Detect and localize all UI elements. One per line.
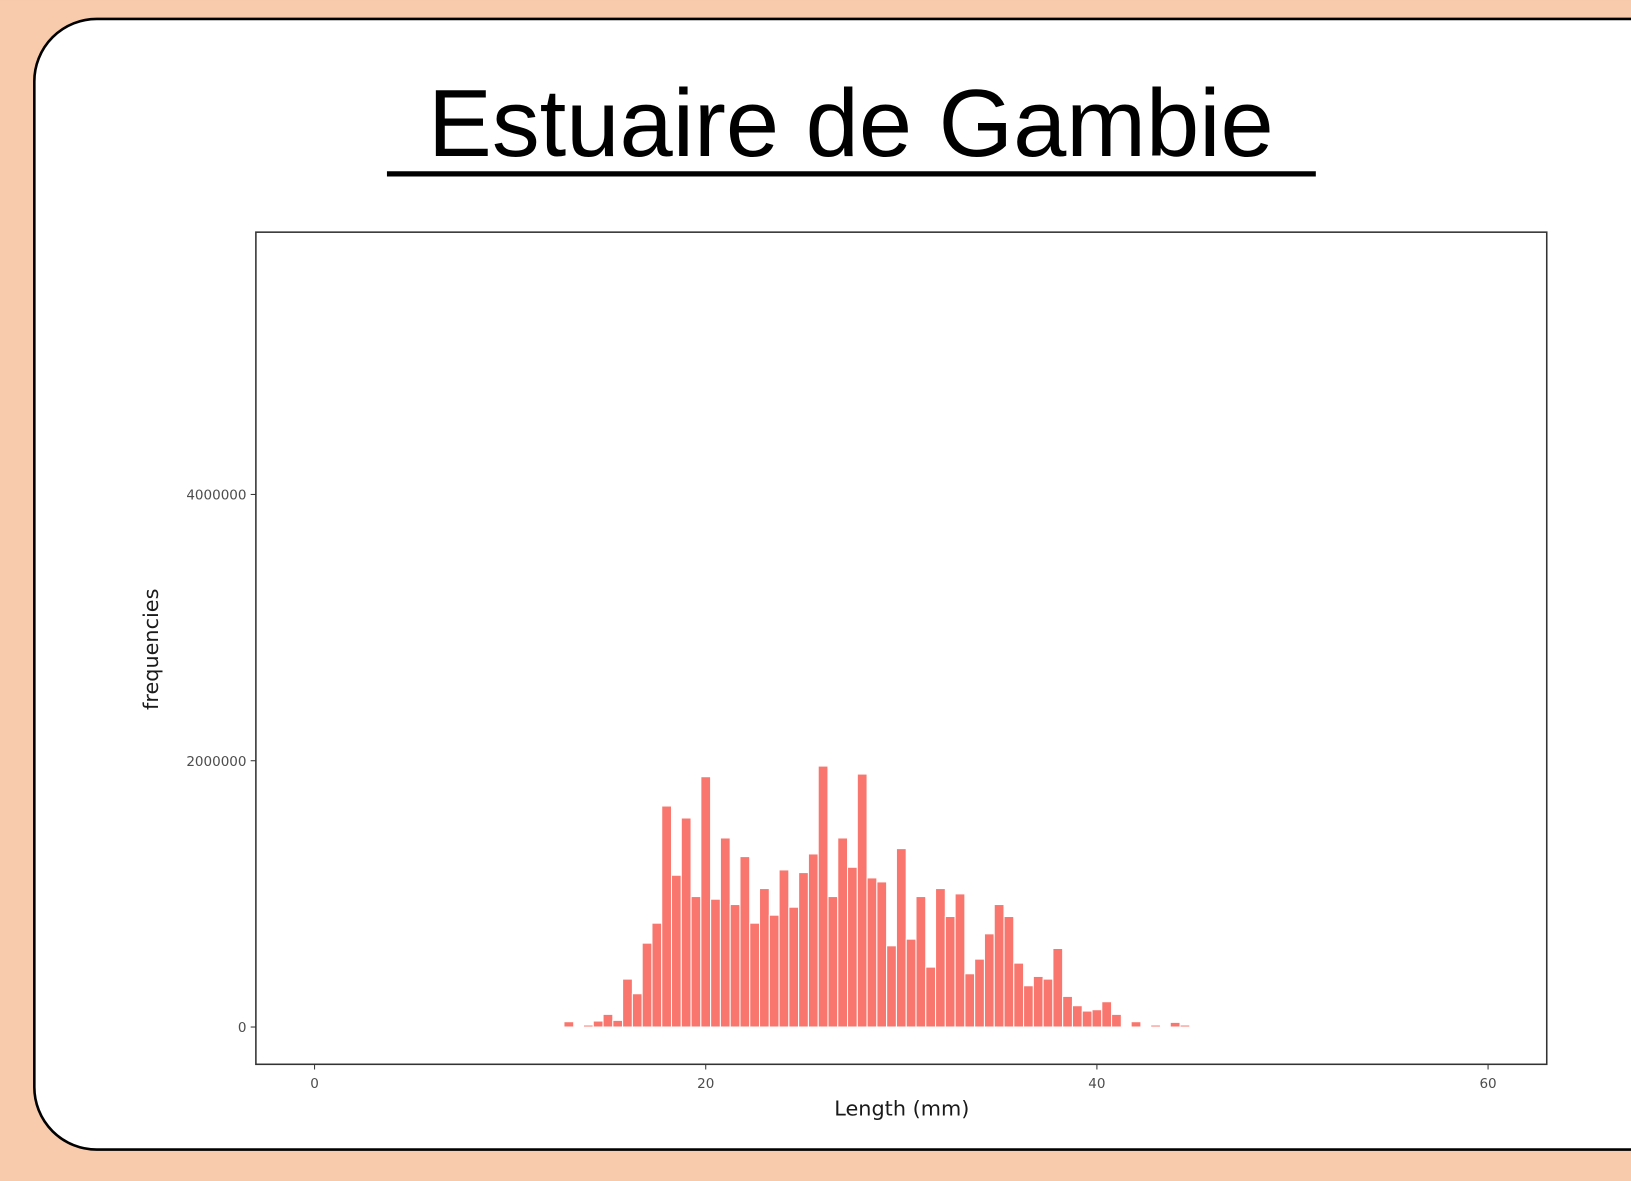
bar — [1101, 1001, 1113, 1028]
bar — [758, 888, 770, 1028]
bar — [1023, 985, 1034, 1028]
bar — [1081, 1010, 1093, 1028]
bar — [886, 945, 897, 1028]
bar — [837, 837, 849, 1028]
bar — [1052, 947, 1064, 1028]
bar — [944, 915, 956, 1028]
bar — [905, 938, 917, 1028]
bar — [817, 765, 829, 1028]
bar — [1150, 1024, 1161, 1028]
bar — [1071, 1005, 1083, 1028]
bar — [651, 922, 663, 1028]
bar — [964, 973, 976, 1028]
bar — [1130, 1021, 1142, 1028]
y-tick-label: 2000000 — [186, 754, 246, 770]
bar — [1013, 962, 1025, 1028]
x-tick-label: 20 — [697, 1076, 714, 1092]
bar — [925, 966, 937, 1028]
bar — [1032, 975, 1044, 1028]
y-axis-label: frequencies — [139, 589, 163, 710]
bar — [847, 866, 858, 1028]
bar — [1169, 1021, 1181, 1028]
bar — [954, 893, 966, 1028]
bar — [856, 773, 868, 1028]
bar — [827, 896, 839, 1028]
bar — [592, 1020, 604, 1028]
bar — [1179, 1024, 1191, 1028]
bar — [641, 942, 653, 1028]
bar — [670, 874, 682, 1028]
bar — [719, 837, 731, 1028]
bar — [983, 933, 995, 1028]
x-tick-label: 60 — [1479, 1076, 1496, 1092]
x-tick-label: 40 — [1088, 1076, 1105, 1092]
bar — [631, 993, 643, 1028]
bar — [710, 898, 721, 1028]
bar — [798, 872, 809, 1028]
bar — [680, 817, 692, 1028]
y-tick-label: 0 — [238, 1020, 247, 1036]
bar — [935, 888, 946, 1028]
bar — [915, 896, 927, 1028]
bar — [622, 978, 633, 1028]
bar — [729, 904, 741, 1028]
x-tick-label: 0 — [310, 1076, 319, 1092]
bar — [1042, 978, 1054, 1028]
y-tick-label: 4000000 — [186, 488, 246, 504]
bar — [612, 1019, 624, 1028]
bar — [1091, 1009, 1103, 1028]
chart-title: Estuaire de Gambie — [428, 70, 1274, 177]
bar — [602, 1013, 614, 1028]
bar — [866, 877, 878, 1028]
bar — [749, 922, 761, 1028]
bar — [690, 896, 702, 1028]
bar — [895, 848, 907, 1028]
bar — [582, 1024, 594, 1028]
bar — [700, 776, 712, 1028]
x-axis-label: Length (mm) — [834, 1096, 969, 1120]
bar — [1111, 1013, 1122, 1028]
bar — [1003, 915, 1015, 1028]
bar — [661, 805, 673, 1028]
bar — [739, 856, 751, 1028]
bar — [993, 904, 1005, 1028]
bar — [974, 958, 985, 1028]
bar — [768, 914, 780, 1028]
bar — [876, 881, 888, 1028]
bar — [788, 906, 800, 1028]
bar — [563, 1021, 575, 1028]
bar — [807, 853, 819, 1028]
bar — [1062, 995, 1073, 1028]
bar — [778, 869, 790, 1028]
